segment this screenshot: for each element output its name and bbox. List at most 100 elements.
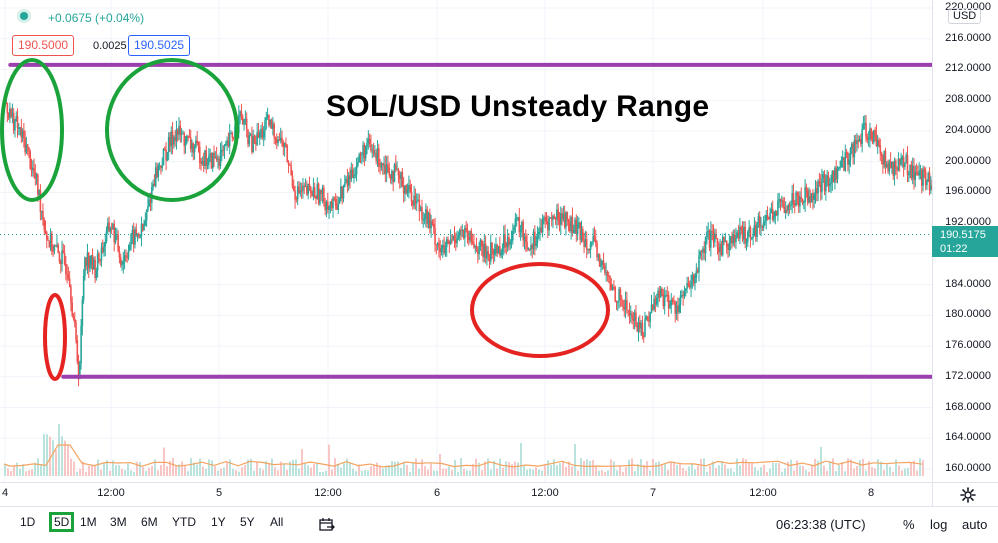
range-button-1d[interactable]: 1D bbox=[20, 515, 36, 529]
volume-bar bbox=[439, 453, 441, 476]
candle-body bbox=[12, 112, 15, 131]
chart-area[interactable]: +0.0675 (+0.04%) 190.5000 0.0025 190.502… bbox=[0, 0, 932, 482]
candle-body bbox=[743, 226, 745, 240]
candle-body bbox=[251, 134, 253, 153]
percent-toggle[interactable]: % bbox=[903, 517, 915, 532]
volume-bar bbox=[322, 471, 324, 476]
candle-body bbox=[363, 144, 366, 159]
candle-body bbox=[836, 168, 839, 180]
candle-body bbox=[217, 158, 219, 160]
volume-bar bbox=[856, 466, 858, 476]
utc-clock[interactable]: 06:23:38 (UTC) bbox=[776, 517, 866, 532]
candle-body bbox=[445, 239, 448, 248]
volume-bar bbox=[115, 465, 117, 476]
volume-bar bbox=[241, 467, 243, 476]
candle-body bbox=[610, 283, 613, 290]
candle-body bbox=[306, 185, 308, 195]
candle-body bbox=[248, 135, 251, 145]
candle-body bbox=[125, 255, 127, 257]
candle-body bbox=[96, 253, 99, 271]
candle-body bbox=[51, 233, 53, 251]
candle-body bbox=[784, 210, 787, 214]
candle-body bbox=[626, 299, 628, 310]
auto-toggle[interactable]: auto bbox=[962, 517, 988, 532]
volume-bar bbox=[886, 464, 888, 476]
volume-bar bbox=[562, 460, 564, 476]
volume-bar bbox=[550, 464, 552, 476]
candle-body bbox=[486, 251, 488, 259]
candle-body bbox=[39, 190, 42, 212]
volume-bar bbox=[367, 470, 369, 476]
volume-bar bbox=[637, 463, 639, 476]
range-button-5d[interactable]: 5D bbox=[49, 512, 75, 532]
volume-bar bbox=[121, 468, 123, 476]
buy-price-button[interactable]: 190.5025 bbox=[128, 35, 191, 56]
candle-body bbox=[850, 144, 853, 149]
candle-body bbox=[786, 210, 788, 212]
candle-body bbox=[402, 186, 405, 194]
log-toggle[interactable]: log bbox=[930, 517, 948, 532]
candle-body bbox=[852, 144, 854, 158]
candle-body bbox=[349, 175, 351, 180]
volume-bar bbox=[256, 461, 258, 476]
candle-body bbox=[100, 247, 103, 261]
volume-bar bbox=[13, 466, 15, 476]
date-range-icon[interactable] bbox=[318, 517, 336, 533]
range-button-1m[interactable]: 1M bbox=[80, 515, 97, 529]
candle-body bbox=[924, 171, 927, 186]
candle-body bbox=[89, 265, 91, 269]
candle-body bbox=[712, 231, 715, 243]
price-tick-label: 216.0000 bbox=[945, 31, 991, 44]
candle-body bbox=[487, 251, 489, 255]
volume-bar bbox=[208, 459, 210, 476]
candle-body bbox=[364, 146, 367, 159]
volume-bar bbox=[865, 470, 867, 476]
candle-body bbox=[25, 144, 28, 153]
candle-body bbox=[244, 118, 247, 121]
candle-body bbox=[658, 290, 661, 298]
candle-body bbox=[740, 226, 743, 231]
settings-button[interactable] bbox=[932, 482, 998, 507]
volume-bar bbox=[370, 466, 372, 476]
candle-body bbox=[71, 302, 74, 316]
candle-body bbox=[43, 219, 46, 230]
range-button-ytd[interactable]: YTD bbox=[172, 515, 196, 529]
candle-body bbox=[627, 309, 629, 312]
candle-body bbox=[464, 227, 466, 239]
candle-body bbox=[804, 187, 806, 203]
candle-body bbox=[835, 167, 838, 180]
candle-body bbox=[478, 246, 480, 255]
range-button-5y[interactable]: 5Y bbox=[240, 515, 255, 529]
currency-select[interactable]: USD bbox=[948, 8, 982, 24]
candle-body bbox=[184, 142, 187, 146]
candle-body bbox=[554, 218, 557, 220]
candle-body bbox=[861, 128, 863, 145]
candle-body bbox=[198, 146, 201, 163]
range-button-1y[interactable]: 1Y bbox=[211, 515, 226, 529]
range-button-all[interactable]: All bbox=[270, 515, 284, 529]
candle-body bbox=[501, 247, 504, 253]
candle-body bbox=[629, 313, 632, 316]
volume-bar bbox=[844, 471, 846, 476]
spread-value: 0.0025 bbox=[93, 40, 127, 52]
volume-bar bbox=[295, 459, 297, 476]
range-button-3m[interactable]: 3M bbox=[110, 515, 127, 529]
candle-body bbox=[552, 216, 554, 220]
volume-bar bbox=[727, 468, 729, 476]
candle-body bbox=[270, 119, 273, 129]
candle-body bbox=[414, 195, 417, 204]
candle-body bbox=[517, 217, 519, 219]
candle-body bbox=[821, 178, 823, 193]
candle-body bbox=[398, 175, 401, 179]
candle-body bbox=[741, 230, 744, 240]
candle-body bbox=[394, 164, 397, 170]
volume-bar bbox=[88, 465, 90, 476]
range-button-6m[interactable]: 6M bbox=[141, 515, 158, 529]
sell-price-button[interactable]: 190.5000 bbox=[12, 35, 75, 56]
candlestick-chart[interactable] bbox=[0, 0, 932, 482]
volume-bar bbox=[547, 460, 549, 476]
volume-bar bbox=[877, 459, 879, 476]
candle-body bbox=[105, 229, 108, 242]
time-axis[interactable]: 4 12:00 5 12:00 6 12:00 7 12:00 8 bbox=[0, 482, 932, 507]
volume-bar bbox=[739, 465, 741, 476]
